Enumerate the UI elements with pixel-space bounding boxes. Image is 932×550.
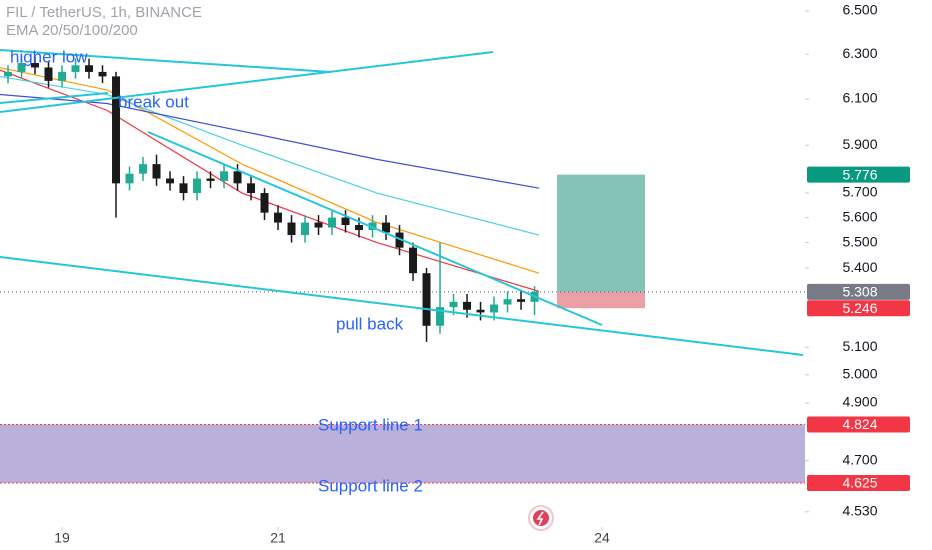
trend-line (0, 92, 109, 104)
y-tick-label: 5.500 (842, 233, 877, 249)
chart-title: FIL / TetherUS, 1h, BINANCE (6, 4, 202, 21)
candle-body (85, 65, 94, 72)
candle-body (98, 71, 107, 77)
price-tag-label: 4.824 (842, 416, 877, 432)
candle-body (490, 304, 499, 313)
y-tick-label: 5.400 (842, 259, 877, 275)
x-tick-label: 21 (270, 530, 286, 546)
y-tick-label: 5.900 (842, 136, 877, 152)
annotation: Support line 1 (318, 415, 423, 434)
candle-body (422, 273, 431, 326)
candle-body (314, 222, 323, 228)
price-tag (807, 166, 910, 183)
annotation: higher low (10, 47, 88, 66)
trend-line (0, 51, 494, 113)
annotation: pull back (336, 314, 404, 333)
support-zone (0, 424, 805, 483)
candle-body (517, 299, 526, 302)
y-tick-label: 4.900 (842, 394, 877, 410)
candle-body (193, 178, 202, 194)
candle-body (368, 222, 377, 231)
candle-body (58, 71, 67, 81)
axis-layer: 6.500 6.300 6.100 5.900 5.700 5.600 5.500 5.400… (54, 2, 910, 546)
candle-body (31, 63, 40, 68)
price-tag (807, 416, 910, 433)
candle-body (233, 171, 242, 184)
annotation: Support line 2 (318, 476, 423, 495)
ema-line (0, 93, 540, 189)
candle-body (287, 222, 296, 236)
candle-body (139, 164, 148, 174)
price-tag (807, 300, 910, 317)
candle-body (247, 183, 256, 194)
price-tag-label: 5.776 (842, 166, 877, 182)
price-tag-label: 4.625 (842, 475, 877, 491)
price-tag-label: 5.246 (842, 300, 877, 316)
candle-body (503, 299, 512, 305)
trend-line (147, 131, 603, 326)
x-tick-label: 19 (54, 530, 70, 546)
ema-line (0, 75, 540, 236)
candle-body (355, 225, 364, 231)
candle-body (220, 171, 229, 181)
y-tick-label: 6.300 (842, 45, 877, 61)
candle-body (476, 309, 485, 313)
target-zone (557, 174, 645, 292)
candle-body (436, 307, 445, 326)
annotation: break out (118, 92, 189, 111)
candle-body (206, 178, 215, 181)
logo (528, 505, 554, 531)
support-zone-layer (0, 424, 805, 484)
candle-body (112, 76, 121, 184)
candle-body (341, 217, 350, 226)
x-tick-label: 24 (594, 530, 610, 546)
candle-body (395, 232, 404, 248)
candle-body (409, 247, 418, 274)
ema-line (0, 67, 540, 274)
y-tick-label: 4.700 (842, 451, 877, 467)
y-tick-label: 6.500 (842, 2, 877, 18)
candle-body (179, 183, 188, 194)
y-tick-label: 5.600 (842, 208, 877, 224)
y-tick-label: 4.530 (842, 502, 877, 518)
candle-body (449, 301, 458, 308)
candle-body (463, 301, 472, 310)
plot-layer (0, 56, 805, 342)
candle-body (166, 178, 175, 184)
price-tag (807, 283, 910, 300)
y-tick-label: 5.100 (842, 338, 877, 354)
candle-body (71, 65, 80, 72)
candle-body (4, 71, 13, 77)
trend-line (0, 256, 804, 356)
price-tag-label: 5.308 (842, 284, 877, 300)
candle-body (17, 63, 26, 72)
y-tick-label: 5.000 (842, 366, 877, 382)
stop-zone (557, 291, 645, 309)
candle-body (328, 217, 337, 228)
candle-body (301, 222, 310, 236)
candle-body (152, 164, 161, 179)
candle-body (260, 193, 269, 213)
y-tick-label: 6.100 (842, 90, 877, 106)
trend-line (0, 49, 331, 73)
candle-body (44, 67, 53, 81)
price-tag (807, 474, 910, 491)
chart-subtitle: EMA 20/50/100/200 (6, 22, 138, 39)
candle-body (382, 222, 391, 233)
candle-body (125, 173, 134, 184)
y-tick-label: 5.700 (842, 184, 877, 200)
candle-body (274, 212, 283, 223)
